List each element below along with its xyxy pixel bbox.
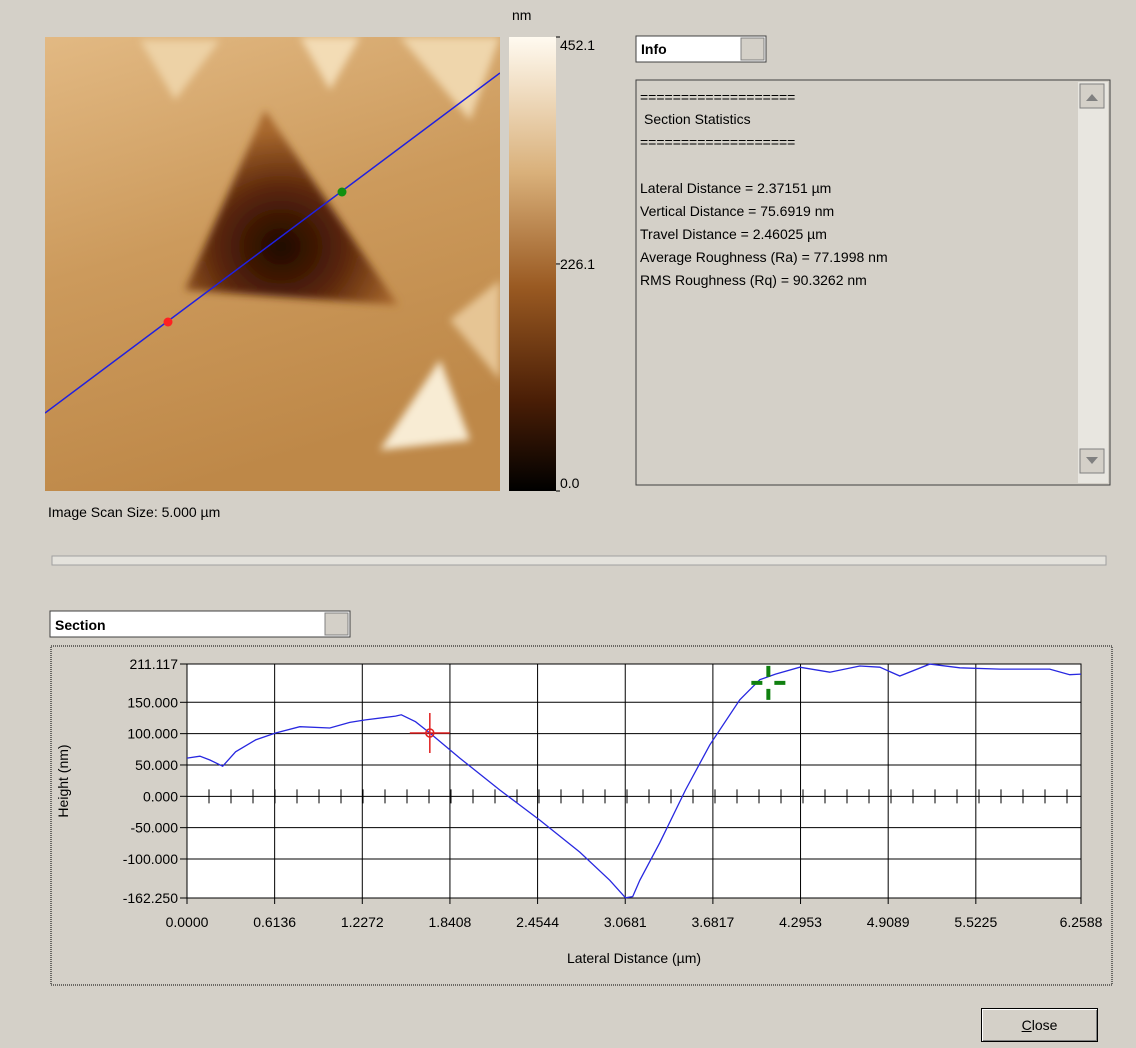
x-tick-label: 3.6817 xyxy=(691,914,734,930)
y-axis-label: Height (nm) xyxy=(55,744,71,817)
colorbar-tick-label: 0.0 xyxy=(560,475,580,491)
x-tick-label: 1.8408 xyxy=(429,914,472,930)
x-tick-label: 0.6136 xyxy=(253,914,296,930)
colorbar-tick-label: 226.1 xyxy=(560,256,595,272)
plot-area xyxy=(187,664,1081,898)
x-tick-label: 4.2953 xyxy=(779,914,822,930)
y-tick-label: -50.000 xyxy=(131,820,179,836)
x-tick-label: 6.2588 xyxy=(1060,914,1103,930)
afm-image xyxy=(45,37,500,491)
info-line: RMS Roughness (Rq) = 90.3262 nm xyxy=(640,272,867,288)
info-heading: Section Statistics xyxy=(644,111,751,127)
colorbar xyxy=(509,37,556,491)
y-tick-label: -162.250 xyxy=(123,890,178,906)
colorbar-tick-label: 452.1 xyxy=(560,37,595,53)
x-tick-label: 1.2272 xyxy=(341,914,384,930)
page: nm Image Scan Size: 5.000 µm 452.1 226.1 0… xyxy=(0,0,1136,1048)
splitter[interactable] xyxy=(52,556,1106,565)
section-dropdown-label: Section xyxy=(55,617,106,633)
x-tick-label: 0.0000 xyxy=(166,914,209,930)
info-line: Lateral Distance = 2.37151 µm xyxy=(640,180,831,196)
y-tick-label: -100.000 xyxy=(123,851,178,867)
scan-size: Image Scan Size: 5.000 µm xyxy=(48,504,220,520)
x-tick-label: 2.4544 xyxy=(516,914,559,930)
x-tick-label: 5.5225 xyxy=(954,914,997,930)
info-line: Vertical Distance = 75.6919 nm xyxy=(640,203,834,219)
info-line: Travel Distance = 2.46025 µm xyxy=(640,226,827,242)
y-tick-label: 0.000 xyxy=(143,788,178,804)
info-line: Average Roughness (Ra) = 77.1998 nm xyxy=(640,249,888,265)
x-tick-label: 3.0681 xyxy=(604,914,647,930)
close-button[interactable]: Close xyxy=(981,1008,1098,1042)
info-dropdown[interactable]: Info xyxy=(636,36,766,62)
info-dropdown-label: Info xyxy=(641,41,667,57)
section-dropdown[interactable]: Section xyxy=(50,611,350,637)
y-tick-label: 150.000 xyxy=(127,694,178,710)
y-tick-label: 50.000 xyxy=(135,757,178,773)
colorbar-unit: nm xyxy=(512,7,531,23)
x-axis-label: Lateral Distance (µm) xyxy=(567,950,701,966)
y-tick-label: 211.117 xyxy=(129,656,178,672)
info-rule: =================== xyxy=(640,134,795,150)
x-tick-label: 4.9089 xyxy=(867,914,910,930)
window: nm Image Scan Size: 5.000 µm 452.1 226.1 0… xyxy=(0,0,1136,1048)
y-tick-label: 100.000 xyxy=(127,726,178,742)
close-label: Close xyxy=(1022,1017,1058,1033)
info-rule: =================== xyxy=(640,89,795,105)
